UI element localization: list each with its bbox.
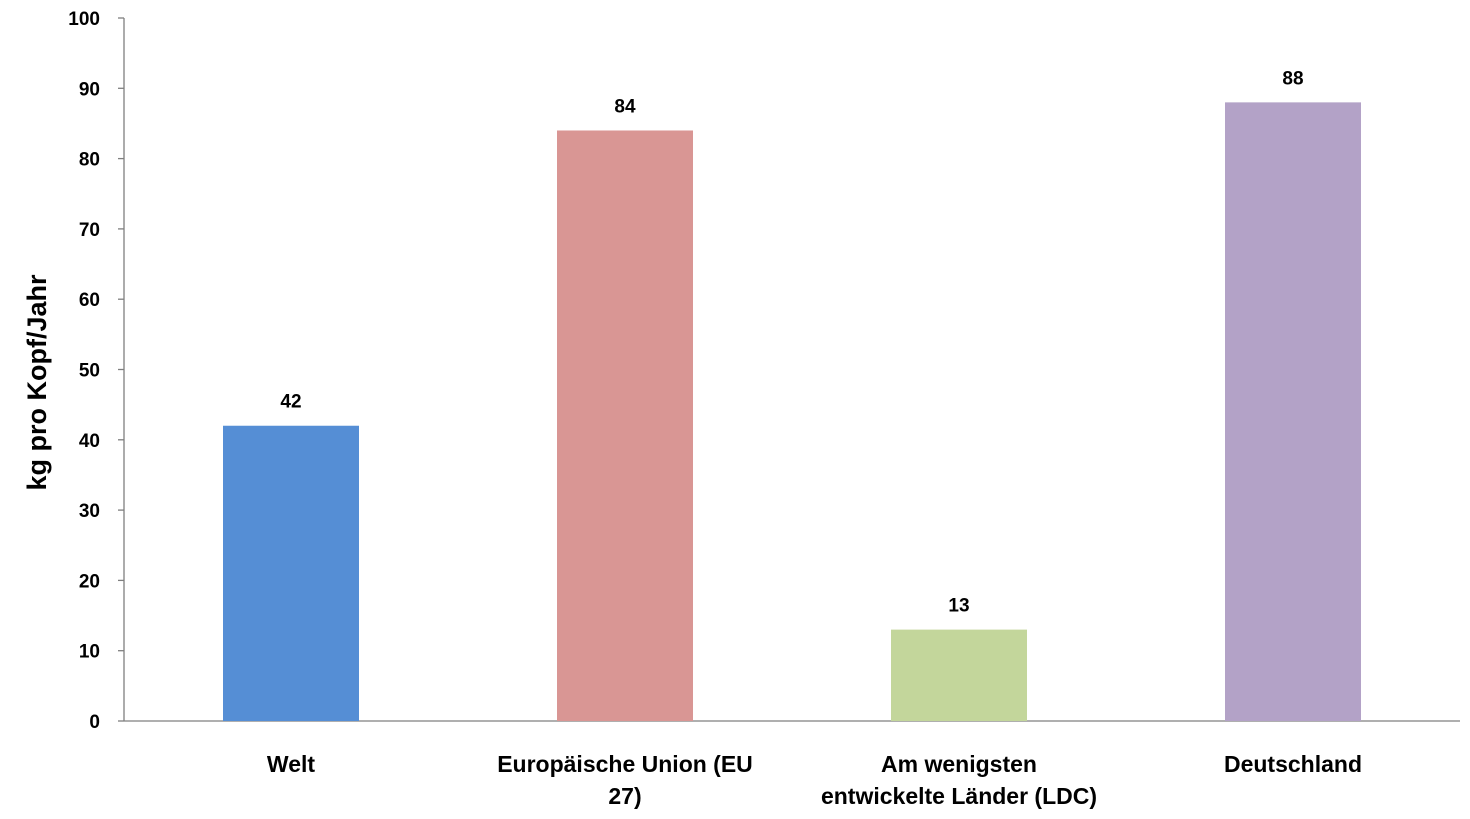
y-axis-title: kg pro Kopf/Jahr — [22, 274, 52, 491]
y-tick-label: 40 — [79, 431, 100, 452]
y-tick-label: 50 — [79, 361, 100, 382]
y-tick-label: 20 — [79, 571, 100, 592]
y-tick-label: 10 — [79, 642, 100, 663]
data-label: 13 — [948, 596, 969, 617]
bar — [891, 629, 1027, 721]
y-tick-label: 70 — [79, 220, 100, 241]
y-tick-label: 0 — [89, 712, 100, 733]
bars — [223, 102, 1361, 722]
category-labels: Welt Europäische Union (EU 27) Am wenigsten… — [267, 751, 1362, 809]
data-label: 42 — [280, 392, 301, 413]
y-tick-label: 80 — [79, 150, 100, 171]
data-labels: 42 84 13 88 — [280, 68, 1303, 616]
y-axis: 0 10 20 30 40 50 60 70 80 90 100 — [68, 9, 125, 733]
category-label: Europäische Union (EU 27) — [497, 751, 753, 809]
category-label: Deutschland — [1224, 751, 1362, 777]
y-tick-label: 30 — [79, 501, 100, 522]
bar — [223, 425, 359, 721]
y-tick-label: 100 — [68, 9, 100, 30]
category-label: Am wenigsten entwickelte Länder (LDC) — [821, 751, 1097, 809]
data-label: 88 — [1282, 68, 1303, 89]
y-tick-label: 90 — [79, 79, 100, 100]
bar — [1225, 102, 1361, 722]
data-label: 84 — [614, 96, 636, 117]
y-tick-label: 60 — [79, 290, 100, 311]
category-label: Welt — [267, 751, 315, 777]
bar — [557, 130, 693, 722]
